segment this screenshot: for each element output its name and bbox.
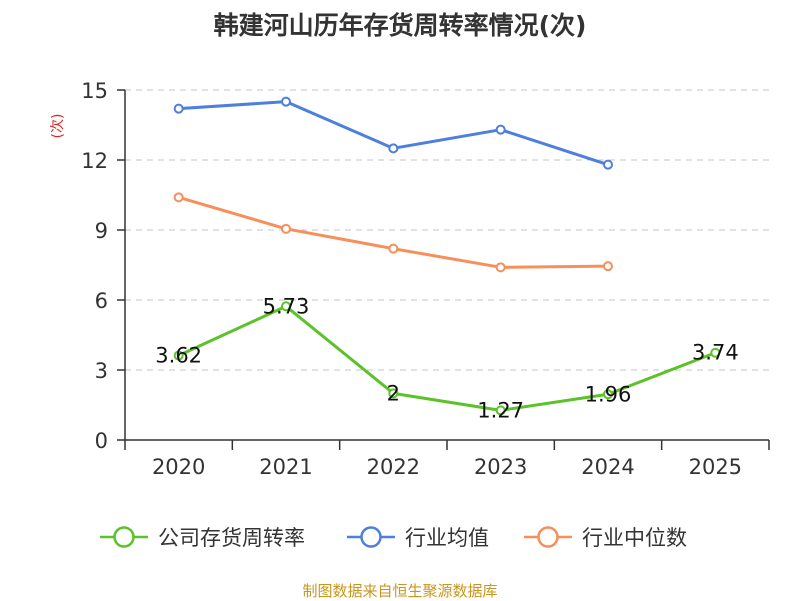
source-note: 制图数据来自恒生聚源数据库 xyxy=(302,582,498,600)
data-point xyxy=(173,350,184,361)
y-tick-label: 0 xyxy=(95,429,108,453)
axes: 0 3 6 9 12 15 2020 2021 2022 2023 2024 2025 xyxy=(81,79,770,479)
data-point xyxy=(281,96,291,107)
legend-label: 行业均值 xyxy=(405,526,489,550)
x-tick-label: 2021 xyxy=(259,455,312,479)
legend-item-0[interactable]: 公司存货周转率 xyxy=(100,526,305,550)
y-tick-label: 6 xyxy=(95,289,108,313)
data-label: 2 xyxy=(387,381,400,405)
data-point xyxy=(388,243,399,254)
gridlines xyxy=(125,89,769,371)
legend[interactable]: 公司存货周转率 行业均值 行业中位数 xyxy=(100,526,687,550)
legend-label: 行业中位数 xyxy=(582,526,687,550)
data-point xyxy=(173,192,184,203)
y-tick-label: 9 xyxy=(95,219,108,243)
data-label: 3.62 xyxy=(155,344,202,368)
y-axis-title: (次) xyxy=(50,114,66,139)
series xyxy=(173,96,721,416)
y-tick-label: 3 xyxy=(95,359,108,383)
data-point xyxy=(388,143,399,154)
data-point xyxy=(495,124,506,135)
legend-item-1[interactable]: 行业均值 xyxy=(347,526,489,550)
y-tick-label: 12 xyxy=(81,149,108,173)
x-tick-label: 2022 xyxy=(367,455,420,479)
data-point xyxy=(495,262,506,273)
data-labels: 3.62 5.73 2 1.27 1.96 3.74 xyxy=(155,294,738,422)
legend-marker xyxy=(113,526,135,548)
data-point xyxy=(173,103,184,114)
legend-marker xyxy=(537,526,559,548)
legend-marker xyxy=(360,526,382,548)
x-tick-label: 2024 xyxy=(581,455,634,479)
chart-title: 韩建河山历年存货周转率情况(次) xyxy=(213,11,587,40)
data-point xyxy=(710,347,721,358)
data-point xyxy=(388,388,399,399)
y-tick-label: 15 xyxy=(81,79,108,103)
legend-label: 公司存货周转率 xyxy=(158,526,305,550)
x-tick-label: 2023 xyxy=(474,455,527,479)
data-label: 3.74 xyxy=(692,341,739,365)
data-label: 5.73 xyxy=(263,294,310,318)
x-tick-label: 2020 xyxy=(152,455,205,479)
series-line-0 xyxy=(178,304,716,412)
data-label: 1.96 xyxy=(585,382,632,406)
legend-item-2[interactable]: 行业中位数 xyxy=(524,526,687,550)
data-label: 1.27 xyxy=(477,398,524,422)
x-tick-label: 2025 xyxy=(689,455,742,479)
data-point xyxy=(603,159,613,170)
series-line-2 xyxy=(178,195,609,269)
series-line-1 xyxy=(178,100,609,167)
data-point xyxy=(603,261,613,272)
data-point xyxy=(603,389,613,400)
data-point xyxy=(495,405,506,416)
data-point xyxy=(281,223,291,234)
data-point xyxy=(281,301,291,312)
